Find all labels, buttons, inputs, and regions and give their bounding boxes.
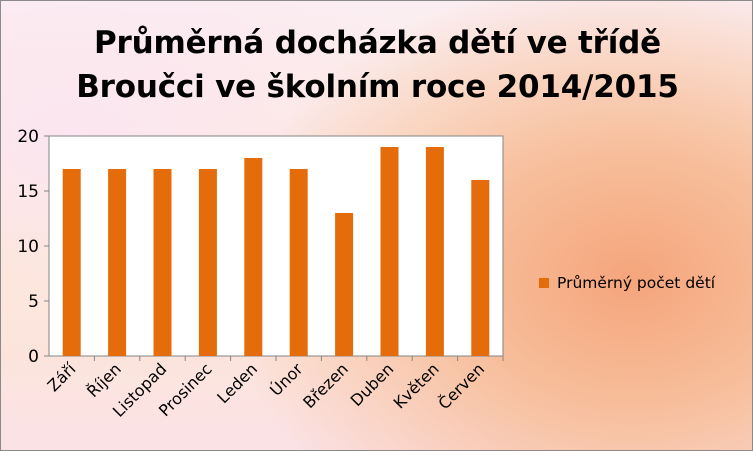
- legend-swatch: [539, 278, 549, 288]
- y-tick-label: 10: [17, 237, 39, 257]
- y-tick-label: 5: [28, 292, 39, 312]
- x-tick-label: Únor: [266, 359, 307, 400]
- bar-5: [244, 158, 263, 356]
- bar-1: [62, 169, 81, 356]
- bar-7: [335, 213, 354, 356]
- bar-3: [153, 169, 172, 356]
- x-tick-label: Březen: [299, 359, 352, 412]
- chart-title-line-1: Průměrná docházka dětí ve třídě: [94, 25, 661, 61]
- x-tick-label: Leden: [213, 359, 261, 407]
- x-tick-label: Říjen: [83, 359, 125, 401]
- y-tick-label: 20: [17, 127, 39, 147]
- bar-4: [198, 169, 217, 356]
- legend-label: Průměrný počet dětí: [557, 274, 716, 292]
- x-tick-label: Září: [44, 359, 80, 395]
- x-tick-label: Duben: [347, 359, 398, 410]
- bar-8: [380, 147, 399, 356]
- bar-9: [425, 147, 444, 356]
- chart-title-line-2: Broučci ve školním roce 2014/2015: [76, 69, 679, 105]
- x-tick-label: Květen: [390, 359, 443, 412]
- y-tick-label: 15: [17, 182, 39, 202]
- y-tick-label: 0: [28, 347, 39, 367]
- bar-6: [289, 169, 308, 356]
- bar-10: [471, 180, 490, 356]
- bar-2: [108, 169, 127, 356]
- x-tick-label: Červen: [434, 359, 488, 413]
- legend: Průměrný počet dětí: [539, 274, 715, 292]
